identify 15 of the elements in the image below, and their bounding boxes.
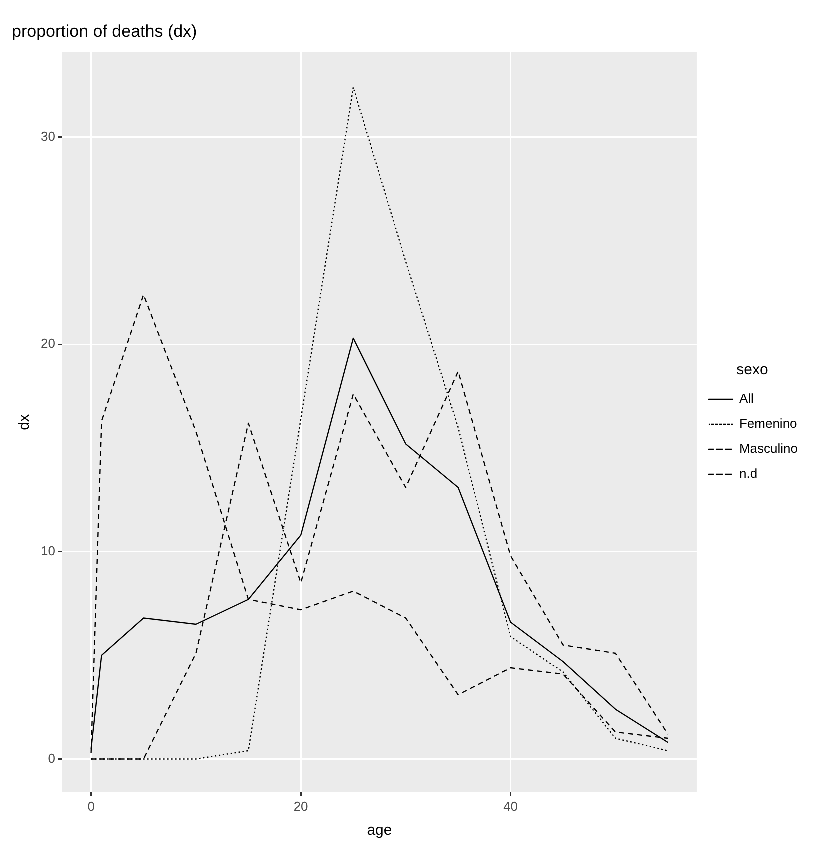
legend-title: sexo <box>736 362 768 379</box>
x-tick-label: 20 <box>294 798 308 814</box>
y-axis-title: dx <box>16 414 34 430</box>
x-tick-label: 40 <box>504 798 518 814</box>
legend-label: Masculino <box>739 441 798 456</box>
y-tick-label: 20 <box>40 336 56 352</box>
y-tick-label: 0 <box>48 750 56 766</box>
legend-label: n.d <box>739 466 758 482</box>
x-tick-label: 0 <box>88 798 95 814</box>
x-axis-title: age <box>367 822 392 840</box>
legend-label: Femenino <box>739 416 798 432</box>
chart-title: proportion of deaths (dx) <box>12 22 198 41</box>
y-tick-label: 30 <box>40 128 56 144</box>
y-tick-label: 10 <box>40 544 56 559</box>
legend-label: All <box>739 391 754 406</box>
